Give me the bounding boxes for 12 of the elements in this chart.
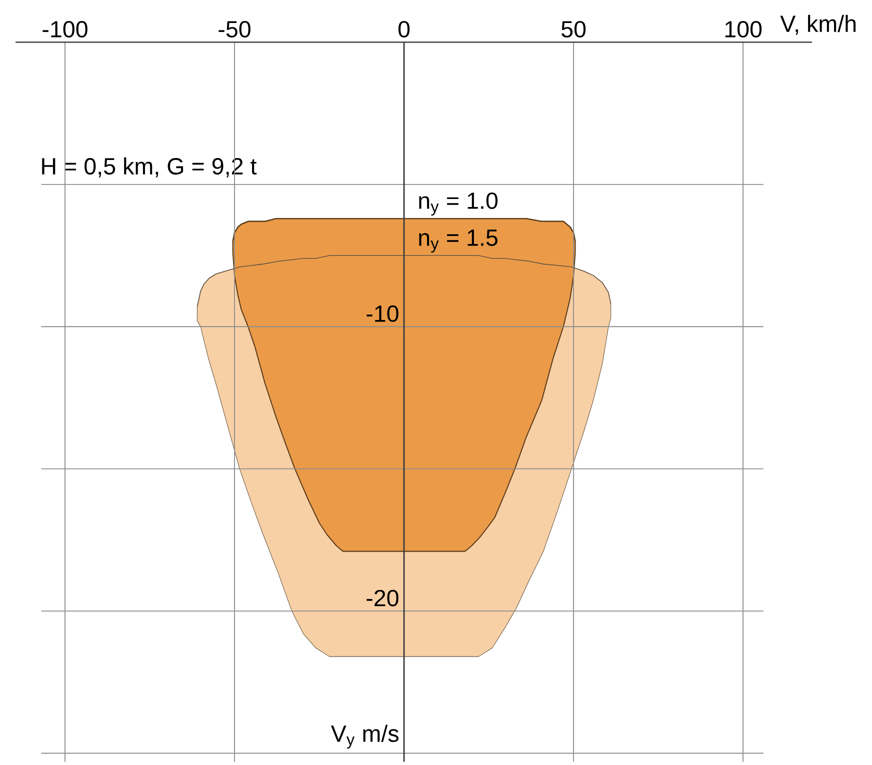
x-tick-label: -50 bbox=[218, 20, 250, 38]
annotation: H = 0,5 km, G = 9,2 t bbox=[42, 157, 257, 178]
y-tick-label: -20 bbox=[366, 590, 398, 606]
y-tick-label: -10 bbox=[366, 305, 398, 322]
x-tick-label: 0 bbox=[398, 20, 410, 38]
x-tick-label: -100 bbox=[42, 20, 88, 38]
x-tick-label: 100 bbox=[725, 20, 762, 38]
series-label: n$_{y}$ = 1.0 bbox=[419, 192, 498, 216]
x-axis-title: V, km/h bbox=[780, 14, 856, 35]
x-tick-label: 50 bbox=[562, 20, 586, 38]
y-axis-title: V$_{y}$ m/s bbox=[330, 724, 398, 749]
series-label: n$_{y}$ = 1.5 bbox=[419, 230, 498, 253]
